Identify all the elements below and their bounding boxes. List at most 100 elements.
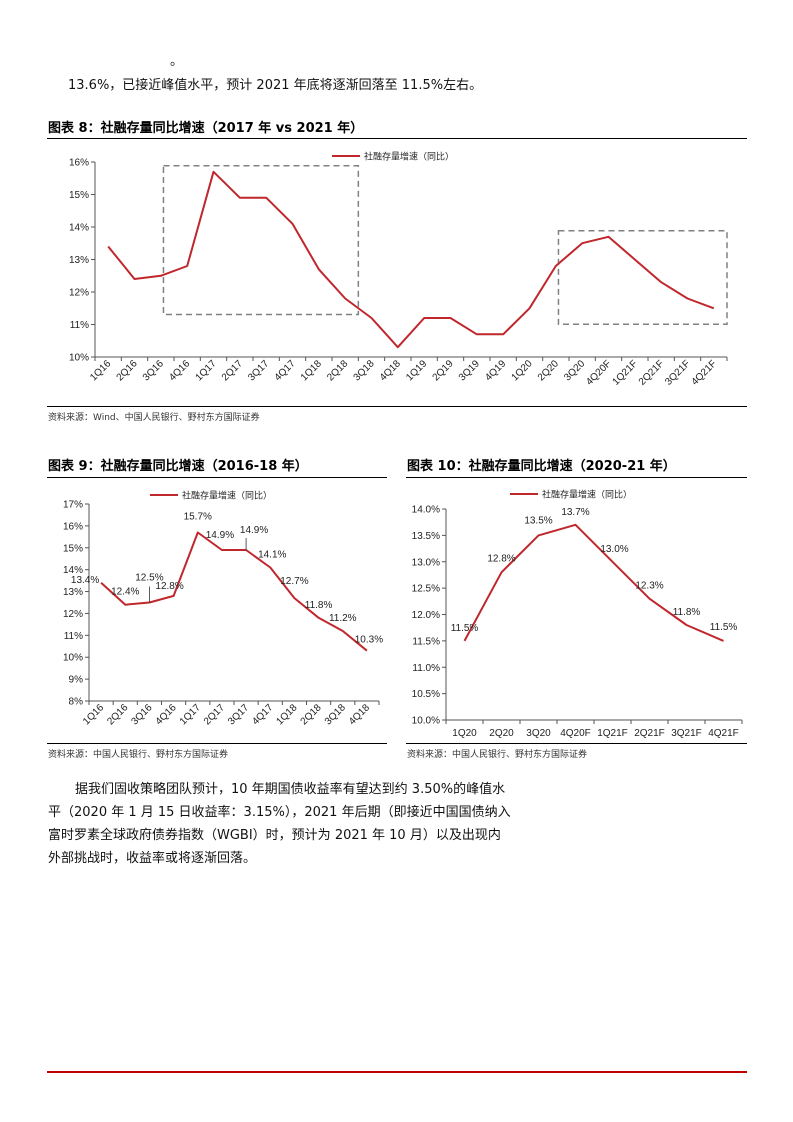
y-tick-label: 15% xyxy=(69,190,89,201)
y-tick-label: 12.0% xyxy=(412,610,440,621)
x-tick-label: 2Q18 xyxy=(299,702,324,727)
x-tick-label: 2Q17 xyxy=(220,358,245,383)
x-tick-label: 1Q17 xyxy=(178,702,203,727)
fig9-top-rule xyxy=(47,477,387,478)
fig8-title: 图表 8：社融存量同比增速（2017 年 vs 2021 年） xyxy=(48,121,364,136)
y-tick-label: 11.0% xyxy=(412,663,440,674)
fig8-top-rule xyxy=(47,138,747,139)
fig8-chart: 10%11%12%13%14%15%16%1Q16 2Q16 3Q16 4Q16 1Q1… xyxy=(69,151,728,388)
legend-label: 社融存量增速（同比） xyxy=(182,490,272,501)
x-tick-label: 1Q18 xyxy=(299,358,324,383)
x-tick-label: 4Q20F xyxy=(560,728,591,739)
series-line xyxy=(100,531,368,652)
data-label: 11.5% xyxy=(710,622,738,633)
para-line-3: 富时罗素全球政府债券指数（WGBI）时，预计为 2021 年 10 月）以及出现… xyxy=(48,828,501,843)
fig10-top-rule xyxy=(406,477,747,478)
x-tick-label: 3Q21F xyxy=(663,358,692,387)
x-tick-label: 4Q19 xyxy=(483,358,508,383)
x-tick-label: 3Q19 xyxy=(457,358,482,383)
y-tick-label: 14% xyxy=(69,223,89,234)
para-line-1: 据我们固收策略团队预计，10 年期国债收益率有望达到约 3.50%的峰值水 xyxy=(75,782,506,797)
x-tick-label: 4Q18 xyxy=(347,702,372,727)
data-label: 12.5% xyxy=(135,573,163,584)
fig9-chart: 8% 9% 10% 11% 12% 13% 14% 15% 16% 17% 1Q16 2Q16 3Q16… xyxy=(63,490,383,728)
y-tick-label: 13% xyxy=(63,587,83,598)
x-tick-label: 4Q17 xyxy=(250,702,275,727)
x-tick-label: 4Q18 xyxy=(378,358,403,383)
data-label: 12.7% xyxy=(280,576,308,587)
x-tick-label: 2Q17 xyxy=(202,702,227,727)
x-tick-label: 4Q21F xyxy=(708,728,739,739)
x-tick-label: 3Q16 xyxy=(129,702,154,727)
y-tick-label: 9% xyxy=(69,675,84,686)
y-tick-label: 12% xyxy=(69,288,89,299)
y-tick-label: 12% xyxy=(63,609,83,620)
x-tick-label: 1Q21F xyxy=(611,358,640,387)
y-tick-label: 10% xyxy=(69,353,89,364)
y-tick-label: 14.0% xyxy=(412,505,440,516)
x-tick-label: 2Q18 xyxy=(325,358,350,383)
data-label: 12.3% xyxy=(635,581,663,592)
x-tick-label: 2Q20 xyxy=(489,728,514,739)
y-tick-label: 11.5% xyxy=(412,636,440,647)
x-tick-label: 3Q18 xyxy=(352,358,377,383)
data-label: 10.3% xyxy=(355,635,383,646)
highlight-box xyxy=(557,230,728,325)
x-tick-label: 3Q21F xyxy=(671,728,702,739)
data-label: 14.9% xyxy=(240,525,268,536)
y-tick-label: 17% xyxy=(63,500,83,511)
fig9-title: 图表 9：社融存量同比增速（2016-18 年） xyxy=(48,459,308,474)
x-tick-label: 1Q20 xyxy=(510,358,535,383)
y-tick-label: 11% xyxy=(64,631,83,642)
x-tick-label: 1Q20 xyxy=(452,728,477,739)
fig8-source: 资料来源：Wind、中国人民银行、野村东方国际证券 xyxy=(48,413,260,423)
x-tick-label: 3Q16 xyxy=(141,358,166,383)
legend-label: 社融存量增速（同比） xyxy=(542,489,632,500)
x-tick-label: 4Q17 xyxy=(273,358,298,383)
x-tick-label: 1Q17 xyxy=(194,358,219,383)
data-label: 13.4% xyxy=(71,575,99,586)
y-tick-label: 11% xyxy=(70,320,89,331)
y-tick-label: 10.0% xyxy=(412,716,440,727)
x-tick-label: 4Q16 xyxy=(167,358,192,383)
highlight-box xyxy=(162,165,360,316)
y-tick-label: 14% xyxy=(63,565,83,576)
fig8-bottom-rule xyxy=(47,406,747,407)
x-tick-label: 3Q20 xyxy=(526,728,551,739)
x-tick-label: 4Q20F xyxy=(584,358,613,387)
data-label: 12.8% xyxy=(487,553,515,564)
top-dot: 。 xyxy=(170,54,184,69)
series-line xyxy=(463,523,724,642)
para-line-4: 外部挑战时，收益率或将逐渐回落。 xyxy=(48,851,257,866)
legend-label: 社融存量增速（同比） xyxy=(364,151,454,162)
y-tick-label: 10% xyxy=(63,653,83,664)
fig10-chart: 10.0% 10.5% 11.0% 11.5% 12.0% 12.5% 13.0% 13.5%… xyxy=(412,489,743,739)
y-tick-label: 16% xyxy=(63,521,83,532)
data-label: 14.1% xyxy=(258,549,286,560)
x-tick-label: 1Q21F xyxy=(597,728,628,739)
fig9-source: 资料来源：中国人民银行、野村东方国际证券 xyxy=(48,750,229,760)
x-tick-label: 4Q16 xyxy=(154,702,179,727)
data-label: 12.4% xyxy=(111,587,139,598)
data-label: 13.5% xyxy=(524,515,552,526)
x-tick-label: 1Q18 xyxy=(274,702,299,727)
data-label: 11.8% xyxy=(673,607,701,618)
fig9-bottom-rule xyxy=(47,743,387,744)
x-tick-label: 2Q19 xyxy=(431,358,456,383)
data-label: 11.2% xyxy=(329,613,357,624)
y-tick-label: 8% xyxy=(69,697,84,708)
x-tick-label: 3Q17 xyxy=(226,702,251,727)
y-tick-label: 15% xyxy=(63,543,83,554)
x-tick-label: 1Q19 xyxy=(404,358,429,383)
footer-rule xyxy=(47,1071,747,1073)
x-tick-label: 1Q16 xyxy=(81,702,106,727)
x-tick-label: 2Q21F xyxy=(637,358,666,387)
x-tick-label: 2Q20 xyxy=(536,358,561,383)
para-line-2: 平（2020 年 1 月 15 日收益率：3.15%），2021 年后期（即接近… xyxy=(48,805,511,820)
y-tick-label: 13% xyxy=(69,255,89,266)
series-line xyxy=(107,170,715,349)
data-label: 12.8% xyxy=(155,581,183,592)
data-label: 13.7% xyxy=(561,507,589,518)
x-tick-label: 1Q16 xyxy=(88,358,113,383)
data-label: 11.5% xyxy=(451,623,479,634)
